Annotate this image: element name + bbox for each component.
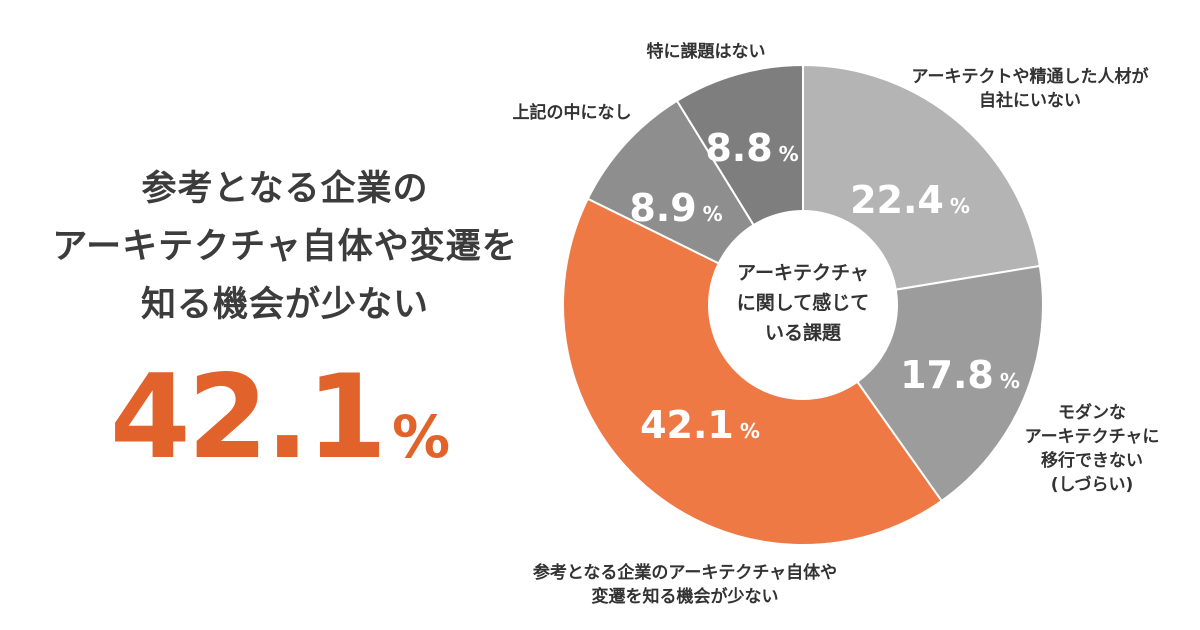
headline: 参考となる企業の アーキテクチャ自体や変遷を 知る機会が少ない (0, 160, 570, 334)
value-label-few-references: 42.1% (640, 403, 760, 447)
category-label-no-experts: アーキテクトや精通した人材が自社にいない (912, 66, 1149, 111)
headline-line-1: 参考となる企業の (141, 169, 429, 209)
center-label-line-3: いる課題 (765, 321, 842, 344)
value-label-hard-to-migrate: 17.8% (900, 353, 1020, 397)
donut-hole (708, 210, 898, 400)
category-label-few-references: 参考となる企業のアーキテクチャ自体や変遷を知る機会が少ない (533, 562, 837, 607)
headline-value: 42.1% (0, 350, 560, 485)
category-label-no-issues: 特に課題はない (647, 41, 766, 62)
value-label-none-of-above: 8.9% (629, 186, 722, 230)
center-label-line-1: アーキテクチャ (737, 262, 869, 284)
value-label-no-experts: 22.4% (850, 178, 970, 222)
headline-line-2: アーキテクチャ自体や変遷を (52, 227, 518, 267)
center-label-line-2: に関して感じて (737, 291, 869, 314)
headline-value-number: 42.1 (109, 350, 387, 485)
category-label-hard-to-migrate: モダンなアーキテクチャに移行できない(しづらい) (1025, 402, 1160, 495)
headline-value-unit: % (392, 403, 451, 471)
category-label-none-of-above: 上記の中になし (513, 102, 632, 123)
value-label-no-issues: 8.8% (705, 126, 798, 170)
headline-line-3: 知る機会が少ない (140, 285, 429, 325)
